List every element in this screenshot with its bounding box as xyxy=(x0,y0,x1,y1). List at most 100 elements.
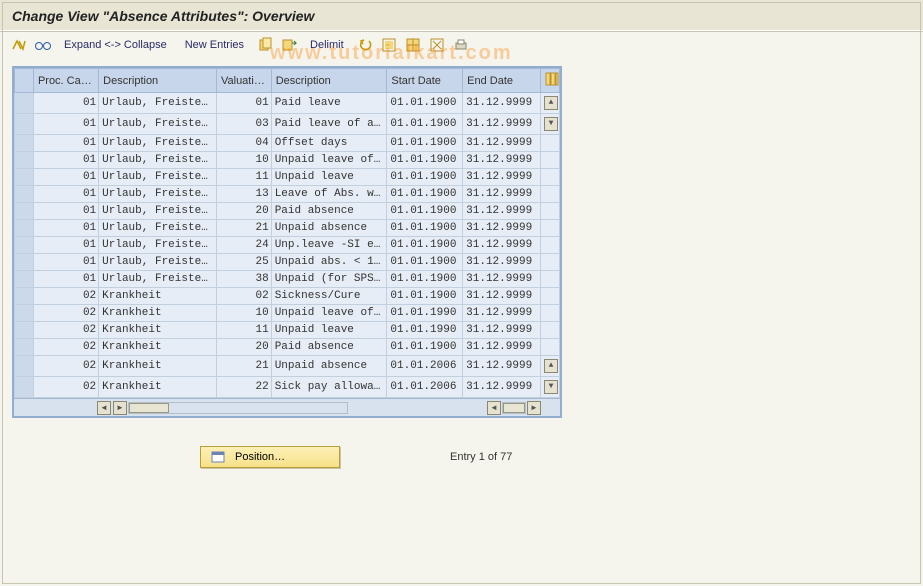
config-columns-icon[interactable] xyxy=(541,69,560,93)
col-proc-header[interactable]: Proc. Cate… xyxy=(33,69,98,93)
cell-desc1[interactable]: Urlaub, Freistellung xyxy=(99,271,217,288)
cell-desc2[interactable]: Unpaid (for SPS Ca… xyxy=(271,271,387,288)
cell-end[interactable]: 31.12.9999 xyxy=(463,322,541,339)
hscroll-thumb-right[interactable] xyxy=(503,403,525,413)
cell-start[interactable]: 01.01.1900 xyxy=(387,254,463,271)
cell-proc[interactable]: 01 xyxy=(33,186,98,203)
position-button[interactable]: Position… xyxy=(200,446,340,468)
cell-desc2[interactable]: Leave of Abs. w/S… xyxy=(271,186,387,203)
cell-val[interactable]: 10 xyxy=(216,305,271,322)
cell-start[interactable]: 01.01.1900 xyxy=(387,288,463,305)
vscroll-track[interactable] xyxy=(541,237,560,254)
cell-val[interactable]: 10 xyxy=(216,152,271,169)
cell-desc1[interactable]: Krankheit xyxy=(99,305,217,322)
vscroll-track[interactable] xyxy=(541,339,560,356)
cell-proc[interactable]: 01 xyxy=(33,220,98,237)
vscroll-track[interactable] xyxy=(541,322,560,339)
delimit-button[interactable]: Delimit xyxy=(304,39,350,51)
cell-proc[interactable]: 01 xyxy=(33,135,98,152)
vscroll-up2-icon[interactable]: ▲ xyxy=(544,359,558,373)
cell-end[interactable]: 31.12.9999 xyxy=(463,254,541,271)
cell-desc2[interactable]: Paid leave xyxy=(271,93,387,114)
col-desc2-header[interactable]: Description xyxy=(271,69,387,93)
cell-end[interactable]: 31.12.9999 xyxy=(463,377,541,398)
table-row[interactable]: 01Urlaub, Freistellung10Unpaid leave of … xyxy=(15,152,560,169)
cell-desc1[interactable]: Urlaub, Freistellung xyxy=(99,186,217,203)
cell-proc[interactable]: 01 xyxy=(33,152,98,169)
cell-desc1[interactable]: Urlaub, Freistellung xyxy=(99,135,217,152)
row-selector[interactable] xyxy=(15,339,34,356)
cell-start[interactable]: 01.01.1900 xyxy=(387,114,463,135)
cell-val[interactable]: 01 xyxy=(216,93,271,114)
hscroll-thumb-left[interactable] xyxy=(129,403,169,413)
row-selector[interactable] xyxy=(15,377,34,398)
cell-desc1[interactable]: Urlaub, Freistellung xyxy=(99,152,217,169)
cell-end[interactable]: 31.12.9999 xyxy=(463,356,541,377)
print-icon[interactable] xyxy=(452,36,470,54)
table-row[interactable]: 01Urlaub, Freistellung38Unpaid (for SPS … xyxy=(15,271,560,288)
row-selector[interactable] xyxy=(15,152,34,169)
cell-val[interactable]: 03 xyxy=(216,114,271,135)
cell-start[interactable]: 01.01.1990 xyxy=(387,305,463,322)
vscroll-track[interactable] xyxy=(541,305,560,322)
cell-end[interactable]: 31.12.9999 xyxy=(463,135,541,152)
vscroll-track[interactable] xyxy=(541,254,560,271)
row-selector[interactable] xyxy=(15,356,34,377)
cell-start[interactable]: 01.01.1900 xyxy=(387,169,463,186)
cell-end[interactable]: 31.12.9999 xyxy=(463,220,541,237)
row-selector[interactable] xyxy=(15,203,34,220)
cell-desc1[interactable]: Urlaub, Freistellung xyxy=(99,169,217,186)
cell-val[interactable]: 25 xyxy=(216,254,271,271)
table-row[interactable]: 01Urlaub, Freistellung13Leave of Abs. w/… xyxy=(15,186,560,203)
cell-val[interactable]: 21 xyxy=(216,220,271,237)
cell-desc2[interactable]: Unpaid absence xyxy=(271,220,387,237)
col-val-header[interactable]: Valuatio… xyxy=(216,69,271,93)
cell-proc[interactable]: 01 xyxy=(33,254,98,271)
glasses-icon[interactable] xyxy=(34,36,52,54)
cell-start[interactable]: 01.01.1900 xyxy=(387,237,463,254)
cell-proc[interactable]: 01 xyxy=(33,169,98,186)
cell-start[interactable]: 01.01.1990 xyxy=(387,322,463,339)
cell-val[interactable]: 24 xyxy=(216,237,271,254)
cell-val[interactable]: 04 xyxy=(216,135,271,152)
cell-proc[interactable]: 02 xyxy=(33,288,98,305)
table-row[interactable]: 01Urlaub, Freistellung04Offset days01.01… xyxy=(15,135,560,152)
copy-icon[interactable] xyxy=(256,36,274,54)
cell-end[interactable]: 31.12.9999 xyxy=(463,271,541,288)
cell-desc2[interactable]: Unp.leave -SI exe… xyxy=(271,237,387,254)
vscroll-track[interactable]: ▼ xyxy=(541,377,560,398)
cell-desc1[interactable]: Krankheit xyxy=(99,322,217,339)
cell-desc2[interactable]: Unpaid leave xyxy=(271,322,387,339)
cell-end[interactable]: 31.12.9999 xyxy=(463,339,541,356)
toggle-display-icon[interactable] xyxy=(10,36,28,54)
vscroll-track[interactable] xyxy=(541,169,560,186)
cell-proc[interactable]: 01 xyxy=(33,93,98,114)
cell-val[interactable]: 21 xyxy=(216,356,271,377)
table-row[interactable]: 01Urlaub, Freistellung20Paid absence01.0… xyxy=(15,203,560,220)
undo-icon[interactable] xyxy=(356,36,374,54)
cell-start[interactable]: 01.01.1900 xyxy=(387,339,463,356)
vscroll-track[interactable] xyxy=(541,288,560,305)
cell-desc1[interactable]: Urlaub, Freistellung xyxy=(99,220,217,237)
copy-as-icon[interactable] xyxy=(280,36,298,54)
row-selector[interactable] xyxy=(15,271,34,288)
vscroll-down-icon[interactable]: ▼ xyxy=(544,117,558,131)
table-row[interactable]: 01Urlaub, Freistellung21Unpaid absence01… xyxy=(15,220,560,237)
col-desc1-header[interactable]: Description xyxy=(99,69,217,93)
cell-proc[interactable]: 02 xyxy=(33,356,98,377)
vscroll-track[interactable]: ▲ xyxy=(541,356,560,377)
vscroll-track[interactable] xyxy=(541,152,560,169)
cell-desc2[interactable]: Sick pay allowance xyxy=(271,377,387,398)
cell-val[interactable]: 22 xyxy=(216,377,271,398)
cell-desc1[interactable]: Urlaub, Freistellung xyxy=(99,254,217,271)
cell-desc2[interactable]: Paid absence xyxy=(271,339,387,356)
row-selector[interactable] xyxy=(15,220,34,237)
cell-desc2[interactable]: Sickness/Cure xyxy=(271,288,387,305)
table-row[interactable]: 02Krankheit21Unpaid absence01.01.200631.… xyxy=(15,356,560,377)
vscroll-track[interactable] xyxy=(541,203,560,220)
row-selector[interactable] xyxy=(15,169,34,186)
cell-desc2[interactable]: Paid absence xyxy=(271,203,387,220)
cell-end[interactable]: 31.12.9999 xyxy=(463,203,541,220)
cell-val[interactable]: 11 xyxy=(216,169,271,186)
table-row[interactable]: 01Urlaub, Freistellung25Unpaid abs. < 1 … xyxy=(15,254,560,271)
